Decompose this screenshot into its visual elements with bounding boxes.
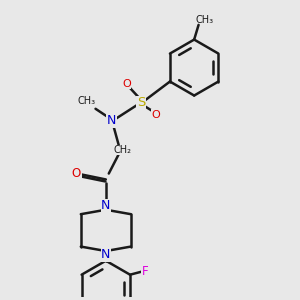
- Text: O: O: [122, 79, 131, 89]
- Text: O: O: [72, 167, 81, 180]
- Text: CH₃: CH₃: [78, 95, 96, 106]
- Text: S: S: [137, 96, 146, 110]
- Text: CH₂: CH₂: [113, 145, 131, 155]
- Text: N: N: [101, 248, 110, 261]
- Text: F: F: [142, 265, 148, 278]
- Text: N: N: [101, 200, 110, 212]
- Text: CH₃: CH₃: [195, 15, 214, 25]
- Text: N: N: [107, 114, 116, 127]
- Text: O: O: [152, 110, 160, 120]
